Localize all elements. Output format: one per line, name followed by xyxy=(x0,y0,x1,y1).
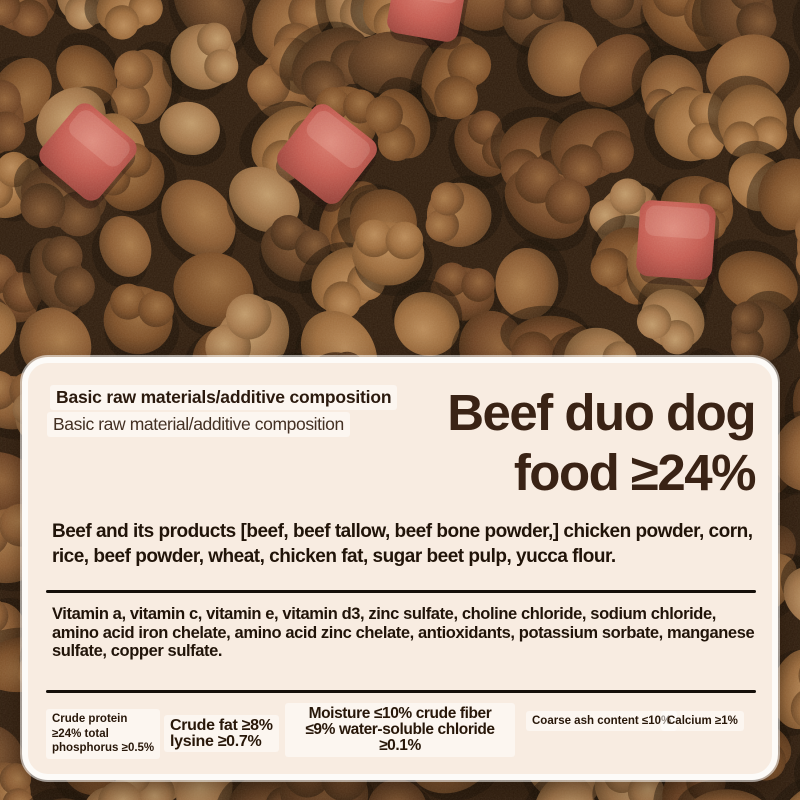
stat-moisture-fiber: Moisture ≤10% crude fiber ≤9% water-solu… xyxy=(285,703,515,757)
stat-crude-protein: Crude protein ≥24% total phosphorus ≥0.5… xyxy=(46,709,161,759)
composition-card: Basic raw materials/additive composition… xyxy=(22,357,778,780)
stat-line: lysine ≥0.7% xyxy=(170,732,262,750)
divider-line xyxy=(46,690,756,693)
stat-calcium: Calcium ≥1% xyxy=(661,711,744,731)
divider-line xyxy=(46,590,756,593)
stat-line: Crude fat ≥8% xyxy=(170,717,273,734)
stat-line: Calcium ≥1% xyxy=(667,715,738,727)
headline-line1: Beef duo dog xyxy=(447,384,756,441)
headline-line2: food ≥24% xyxy=(513,444,757,501)
additives-text: Vitamin a, vitamin c, vitamin e, vitamin… xyxy=(52,605,755,660)
stat-line: ≥24% total xyxy=(52,727,109,740)
ingredients-text: Beef and its products [beef, beef tallow… xyxy=(52,521,753,567)
section-subtitle: Basic raw material/additive composition xyxy=(47,412,350,437)
stat-coarse-ash: Coarse ash content ≤10% xyxy=(526,711,678,731)
product-headline: Beef duo dog food ≥24% xyxy=(447,383,757,503)
section-title: Basic raw materials/additive composition xyxy=(50,385,398,410)
stat-line: phosphorus ≥0.5% xyxy=(52,742,155,754)
stat-line: ≥0.1% xyxy=(379,737,421,754)
stat-line: Moisture ≤10% crude fiber xyxy=(308,705,492,722)
stat-line: Coarse ash content ≤10% xyxy=(532,715,672,727)
stat-crude-fat: Crude fat ≥8% lysine ≥0.7% xyxy=(164,715,279,752)
stat-line: Crude protein xyxy=(52,713,128,725)
stat-line: ≤9% water-soluble chloride xyxy=(305,721,495,738)
